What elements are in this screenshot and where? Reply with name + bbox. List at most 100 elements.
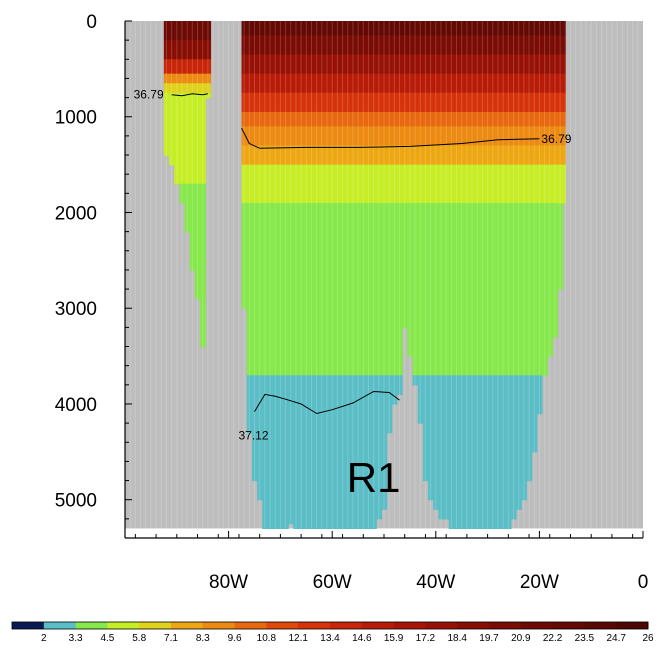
field-cell <box>184 183 191 233</box>
field-cell <box>277 92 284 113</box>
field-cell <box>298 73 305 94</box>
field-cell <box>360 92 367 113</box>
field-cell <box>396 126 403 147</box>
field-cell <box>381 202 388 376</box>
field-cell <box>402 54 408 75</box>
field-cell <box>464 375 471 530</box>
field-cell <box>262 92 269 113</box>
field-cell <box>334 21 341 36</box>
field-cell <box>557 92 566 113</box>
field-cell <box>433 164 439 204</box>
field-cell <box>443 35 450 56</box>
field-cell <box>557 21 566 36</box>
field-cell <box>505 375 512 530</box>
field-cell <box>350 92 357 113</box>
field-cell <box>251 145 258 166</box>
field-cell <box>314 92 320 113</box>
x-tick-label: 20W <box>520 572 559 593</box>
field-cell <box>459 35 465 56</box>
field-cell <box>339 164 346 204</box>
field-cell <box>200 92 206 185</box>
field-cell <box>324 111 331 127</box>
colorbar-swatch <box>552 622 585 629</box>
field-cell <box>552 111 559 127</box>
field-cell <box>407 35 414 56</box>
field-cell <box>334 375 341 530</box>
field-cell <box>510 92 517 113</box>
field-cell <box>386 126 393 147</box>
field-cell <box>282 35 289 56</box>
field-cell <box>303 92 310 113</box>
field-cell <box>547 73 553 94</box>
field-cell <box>438 92 445 113</box>
field-cell <box>205 73 212 84</box>
field-cell <box>521 54 528 75</box>
field-cell <box>541 164 548 204</box>
colorbar-label: 3.3 <box>69 633 83 644</box>
field-cell <box>376 35 383 56</box>
field-cell <box>536 164 543 204</box>
field-cell <box>505 164 512 204</box>
field-cell <box>189 92 196 185</box>
field-cell <box>386 202 393 376</box>
field-cell <box>516 73 522 94</box>
field-cell <box>448 21 455 36</box>
field-cell <box>521 145 528 166</box>
field-cell <box>376 375 383 520</box>
grid-lines <box>129 21 639 529</box>
field-cell <box>360 21 367 36</box>
field-cell <box>257 126 263 147</box>
field-cell <box>288 35 294 56</box>
field-cell <box>412 35 419 56</box>
field-cell <box>412 54 419 75</box>
field-cell <box>163 92 170 156</box>
colorbar-label: 26 <box>642 633 654 644</box>
field-cell <box>469 21 476 36</box>
field-cell <box>376 126 383 147</box>
field-cell <box>308 21 315 36</box>
field-cell <box>448 164 455 204</box>
field-cell <box>464 54 471 75</box>
field-cell <box>246 126 253 147</box>
field-cell <box>350 375 357 530</box>
field-cell <box>386 164 393 204</box>
field-cell <box>407 111 414 127</box>
field-cell <box>319 73 326 94</box>
colorbar-label: 9.6 <box>228 633 242 644</box>
field-cell <box>251 111 258 127</box>
field-cell <box>262 164 269 204</box>
contour-label: 36.79 <box>134 88 164 102</box>
field-cell <box>391 54 398 75</box>
field-cell <box>371 375 377 530</box>
field-cell <box>438 164 445 204</box>
field-cell <box>541 35 548 56</box>
field-cell <box>324 126 331 147</box>
field-cell <box>438 54 445 75</box>
field-cell <box>459 21 465 36</box>
field-cell <box>282 126 289 147</box>
field-cell <box>179 21 186 41</box>
field-cell <box>371 145 377 166</box>
field-cell <box>490 145 496 166</box>
field-cell <box>324 54 331 75</box>
field-cell <box>350 202 357 376</box>
region-label: R1 <box>347 454 401 501</box>
colorbar-swatch <box>425 622 458 629</box>
field-cell <box>547 35 553 56</box>
field-cell <box>262 21 269 36</box>
field-cell <box>371 202 377 376</box>
field-cell <box>324 145 331 166</box>
field-cell <box>282 92 289 113</box>
field-cell <box>257 111 263 127</box>
field-cell <box>308 73 315 94</box>
field-cell <box>453 73 460 94</box>
field-cell <box>350 54 357 75</box>
field-cell <box>531 35 538 56</box>
field-cell <box>329 202 336 376</box>
field-cell <box>319 111 326 127</box>
salinity-field <box>125 21 643 530</box>
field-cell <box>288 111 294 127</box>
field-cell <box>547 145 553 166</box>
field-cell <box>303 54 310 75</box>
field-cell <box>277 126 284 147</box>
